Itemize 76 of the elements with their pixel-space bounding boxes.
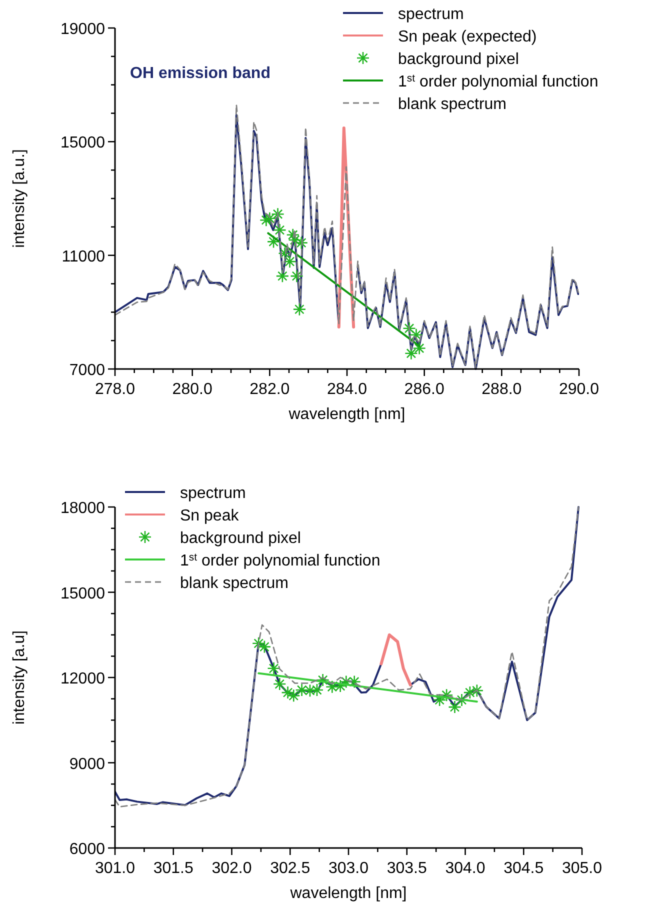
point [292, 302, 306, 316]
x-tick-label: 302.0 [212, 860, 252, 877]
x-tick-label: 302.5 [270, 860, 310, 877]
point [410, 328, 423, 342]
x-tick-label: 304.0 [445, 860, 486, 877]
y-axis-title: intensity [a.u] [11, 630, 28, 725]
x-tick-label: 304.5 [504, 860, 544, 877]
point [272, 677, 286, 691]
x-tick-label: 290.0 [558, 381, 600, 398]
point [283, 254, 296, 268]
legend-label: background pixel [180, 530, 301, 547]
legend-label: 1$^{st}$ order polynomial function [180, 552, 380, 570]
point [440, 688, 454, 702]
point [432, 693, 446, 707]
legend-label: spectrum [398, 6, 464, 23]
point [278, 246, 292, 260]
x-tick-label: 303.0 [328, 860, 369, 877]
y-axis-title: intensity [a.u.] [11, 149, 28, 248]
y-tick-label: 9000 [69, 756, 106, 773]
point [402, 322, 416, 336]
point [326, 680, 339, 694]
x-tick-label: 288.0 [482, 381, 522, 398]
point [448, 700, 462, 714]
point [295, 683, 308, 697]
point [455, 693, 468, 707]
x-tick-label: 278.0 [94, 381, 136, 398]
x-tick-label: 284.0 [326, 381, 368, 398]
point [286, 689, 300, 702]
x-tick-label: 301.0 [94, 860, 136, 877]
point [303, 684, 317, 698]
legend-label: blank spectrum [398, 96, 506, 113]
point [252, 636, 266, 650]
point [470, 684, 484, 698]
legend-label: Sn peak [180, 508, 240, 524]
y-tick-label: 12000 [60, 670, 106, 688]
point [310, 683, 324, 697]
legend-label: background pixel [398, 51, 519, 68]
x-axis-title: wavelength [nm] [288, 406, 406, 423]
x-tick-label: 305.0 [562, 860, 602, 877]
point [348, 675, 361, 688]
x-tick-label: 303.5 [386, 860, 427, 877]
y-tick-label: 6000 [69, 841, 106, 858]
y-tick-label: 18000 [60, 500, 106, 517]
line-series [380, 633, 412, 686]
x-tick-label: 301.5 [153, 860, 194, 877]
point [340, 675, 353, 688]
annotation: OH emission band [130, 65, 270, 82]
point [290, 269, 304, 283]
y-tick-label: 7000 [69, 362, 106, 379]
point [273, 223, 286, 237]
y-tick-label: 11000 [62, 248, 106, 266]
point [281, 686, 294, 700]
y-tick-label: 19000 [60, 21, 106, 38]
point [271, 207, 284, 221]
x-tick-label: 280.0 [172, 381, 212, 398]
point [316, 673, 330, 687]
point [260, 213, 273, 227]
point [276, 269, 290, 283]
y-tick-label: 15000 [60, 585, 106, 602]
legend-label: 1$^{st}$ order polynomial function [398, 73, 598, 90]
point [258, 640, 272, 654]
point [294, 236, 308, 250]
y-tick-label: 15000 [60, 134, 106, 152]
point [334, 679, 347, 693]
point [263, 212, 276, 226]
x-tick-label: 286.0 [404, 381, 444, 398]
point [266, 235, 280, 248]
legend-label: spectrum [180, 485, 246, 502]
legend-label: Sn peak (expected) [398, 28, 537, 46]
point [267, 662, 280, 676]
legend-label: blank spectrum [180, 575, 288, 592]
x-axis-title: wavelength [nm] [289, 885, 407, 902]
point [412, 342, 426, 355]
x-tick-label: 282.0 [250, 381, 290, 398]
point [404, 346, 418, 360]
point [463, 686, 477, 700]
